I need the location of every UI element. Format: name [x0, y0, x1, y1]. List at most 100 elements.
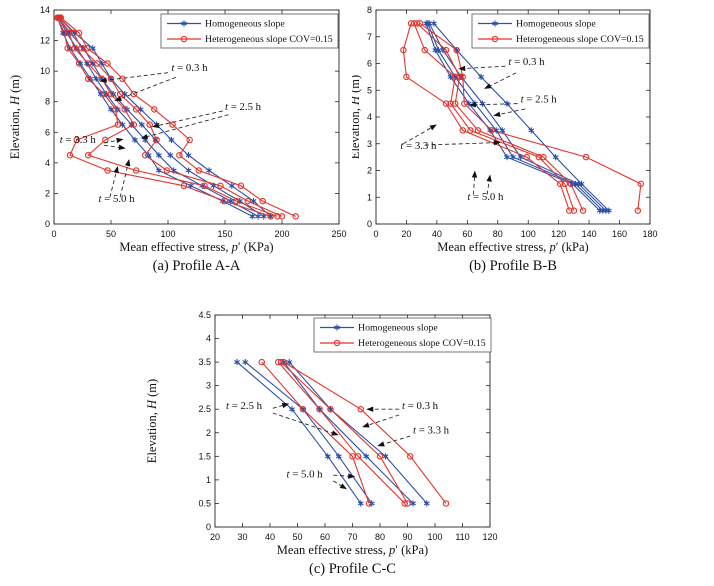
legend: Homogeneous slope Heterogeneous slope COV… — [313, 317, 492, 353]
legend-label-homogeneous: Homogeneous slope — [516, 19, 596, 30]
annotation-label: t = 0.3 h — [402, 400, 439, 412]
svg-text:3.5: 3.5 — [198, 357, 211, 367]
series-homogeneous-3.3h — [244, 361, 373, 504]
svg-text:6: 6 — [367, 59, 372, 69]
legend-label-homogeneous: Homogeneous slope — [358, 323, 438, 334]
series-markers — [234, 358, 450, 507]
chart-profile-bb: 0 20 40 60 80 100 120 140 160 180 0 1 2 3 4 5 6 7 8 Homogen… — [352, 2, 710, 290]
svg-text:140: 140 — [582, 229, 597, 239]
series-heterogeneous-2.5h — [416, 22, 584, 211]
plot-profile-cc: 20 30 40 50 60 70 80 90 100 110 120 0 0.5 1 1.5 2 2.5 3 3.… — [145, 310, 498, 557]
time-annotations: t = 0.3 h t = 2.5 h t = 3.3 h t = 5.0 h — [60, 62, 262, 205]
svg-text:40: 40 — [265, 532, 275, 542]
plot-profile-aa: 0 50 100 150 200 250 0 2 4 6 8 10 12 14 Homogeneous sl… — [8, 5, 347, 254]
series-homogeneous-5.0h — [425, 23, 601, 211]
legend: Homogeneous slope Heterogeneous slope COV… — [160, 13, 339, 49]
svg-text:2: 2 — [45, 188, 50, 198]
tick-labels: 0 50 100 150 200 250 0 2 4 6 8 10 12 14 — [40, 5, 347, 239]
series-homogeneous-5.0h — [236, 361, 362, 504]
series-homogeneous-2.5h — [283, 361, 414, 504]
x-axis-label: Mean effective stress, p′ (kPa) — [277, 543, 428, 557]
annotation-label: t = 3.3 h — [400, 140, 437, 152]
svg-text:8: 8 — [367, 5, 372, 15]
svg-text:120: 120 — [551, 229, 566, 239]
series-heterogeneous-0.3h — [60, 17, 296, 217]
svg-text:10: 10 — [40, 66, 50, 76]
svg-text:4: 4 — [45, 158, 50, 168]
svg-text:40: 40 — [432, 229, 442, 239]
svg-text:3: 3 — [206, 381, 211, 391]
svg-text:0: 0 — [206, 522, 211, 532]
series-heterogeneous-3.3h — [277, 361, 406, 504]
svg-text:50: 50 — [292, 532, 302, 542]
series-heterogeneous-3.3h — [413, 23, 575, 211]
series-homogeneous-3.3h — [427, 23, 604, 211]
svg-text:150: 150 — [217, 229, 232, 239]
series-homogeneous-0.3h — [288, 361, 428, 504]
svg-text:1: 1 — [367, 192, 372, 202]
svg-text:180: 180 — [642, 229, 657, 239]
annotation-label: t = 2.5 h — [521, 93, 558, 105]
x-axis-label: Mean effective stress, p′ (KPa) — [119, 240, 273, 254]
svg-text:0.5: 0.5 — [198, 498, 211, 508]
series-homogeneous-0.3h — [59, 17, 271, 217]
series-lines — [236, 361, 447, 504]
annotation-label: t = 5.0 h — [98, 193, 135, 205]
svg-text:3: 3 — [367, 139, 372, 149]
svg-text:4.5: 4.5 — [198, 310, 211, 320]
series-markers — [400, 20, 645, 214]
series-homogeneous-3.3h — [58, 17, 259, 217]
y-axis-label: Elevation, H (m) — [145, 379, 159, 463]
svg-text:100: 100 — [521, 229, 536, 239]
legend: Homogeneous slope Heterogeneous slope COV… — [471, 13, 650, 49]
chart-profile-aa: 0 50 100 150 200 250 0 2 4 6 8 10 12 14 Homogeneous sl… — [6, 2, 362, 290]
tick-labels: 0 20 40 60 80 100 120 140 160 180 0 1 2 3 4 5 6 7 8 — [367, 5, 658, 239]
series-homogeneous-2.5h — [428, 23, 607, 211]
svg-text:120: 120 — [482, 532, 497, 542]
tick-labels: 20 30 40 50 60 70 80 90 100 110 120 0 0.5 1 1.5 2 2.5 3 3.… — [198, 310, 497, 542]
annotation-label: t = 5.0 h — [467, 191, 504, 203]
series-heterogeneous-2.5h — [280, 361, 408, 504]
svg-text:200: 200 — [274, 229, 289, 239]
series-markers — [54, 14, 299, 220]
legend-label-homogeneous: Homogeneous slope — [205, 19, 285, 30]
svg-text:90: 90 — [402, 532, 412, 542]
svg-text:4: 4 — [206, 334, 211, 344]
caption-profile-bb: (b) Profile B-B — [469, 258, 557, 274]
series-heterogeneous-5.0h — [261, 361, 370, 504]
chart-profile-cc: 20 30 40 50 60 70 80 90 100 110 120 0 0.5 1 1.5 2 2.5 3 3.… — [130, 298, 582, 586]
svg-text:80: 80 — [375, 532, 385, 542]
svg-text:30: 30 — [237, 532, 247, 542]
svg-text:0: 0 — [367, 219, 372, 229]
svg-text:110: 110 — [455, 532, 469, 542]
svg-text:14: 14 — [40, 5, 50, 15]
svg-text:5: 5 — [367, 85, 372, 95]
svg-text:50: 50 — [106, 229, 116, 239]
svg-text:8: 8 — [45, 97, 50, 107]
svg-text:60: 60 — [462, 229, 472, 239]
svg-text:100: 100 — [160, 229, 175, 239]
svg-text:4: 4 — [367, 112, 372, 122]
svg-text:160: 160 — [612, 229, 627, 239]
y-axis-label: Elevation, H (m) — [8, 75, 22, 159]
svg-text:60: 60 — [320, 532, 330, 542]
legend-label-heterogeneous: Heterogeneous slope COV=0.15 — [358, 338, 486, 349]
series-heterogeneous-5.0h — [402, 23, 570, 211]
legend-label-heterogeneous: Heterogeneous slope COV=0.15 — [205, 34, 333, 45]
series-heterogeneous-0.3h — [419, 22, 642, 211]
svg-text:250: 250 — [331, 229, 346, 239]
svg-text:1: 1 — [206, 475, 211, 485]
svg-text:0: 0 — [373, 229, 378, 239]
svg-text:12: 12 — [40, 36, 50, 46]
series-heterogeneous-0.3h — [283, 361, 447, 504]
annotation-label: t = 3.3 h — [60, 134, 97, 146]
svg-text:2: 2 — [367, 166, 372, 176]
svg-text:100: 100 — [427, 532, 442, 542]
svg-text:2: 2 — [206, 428, 211, 438]
tick-marks — [53, 9, 340, 225]
svg-text:6: 6 — [45, 127, 50, 137]
legend-label-heterogeneous: Heterogeneous slope COV=0.15 — [516, 34, 644, 45]
svg-text:80: 80 — [493, 229, 503, 239]
caption-profile-aa: (a) Profile A-A — [152, 258, 241, 274]
annotation-label: t = 0.3 h — [508, 56, 545, 68]
